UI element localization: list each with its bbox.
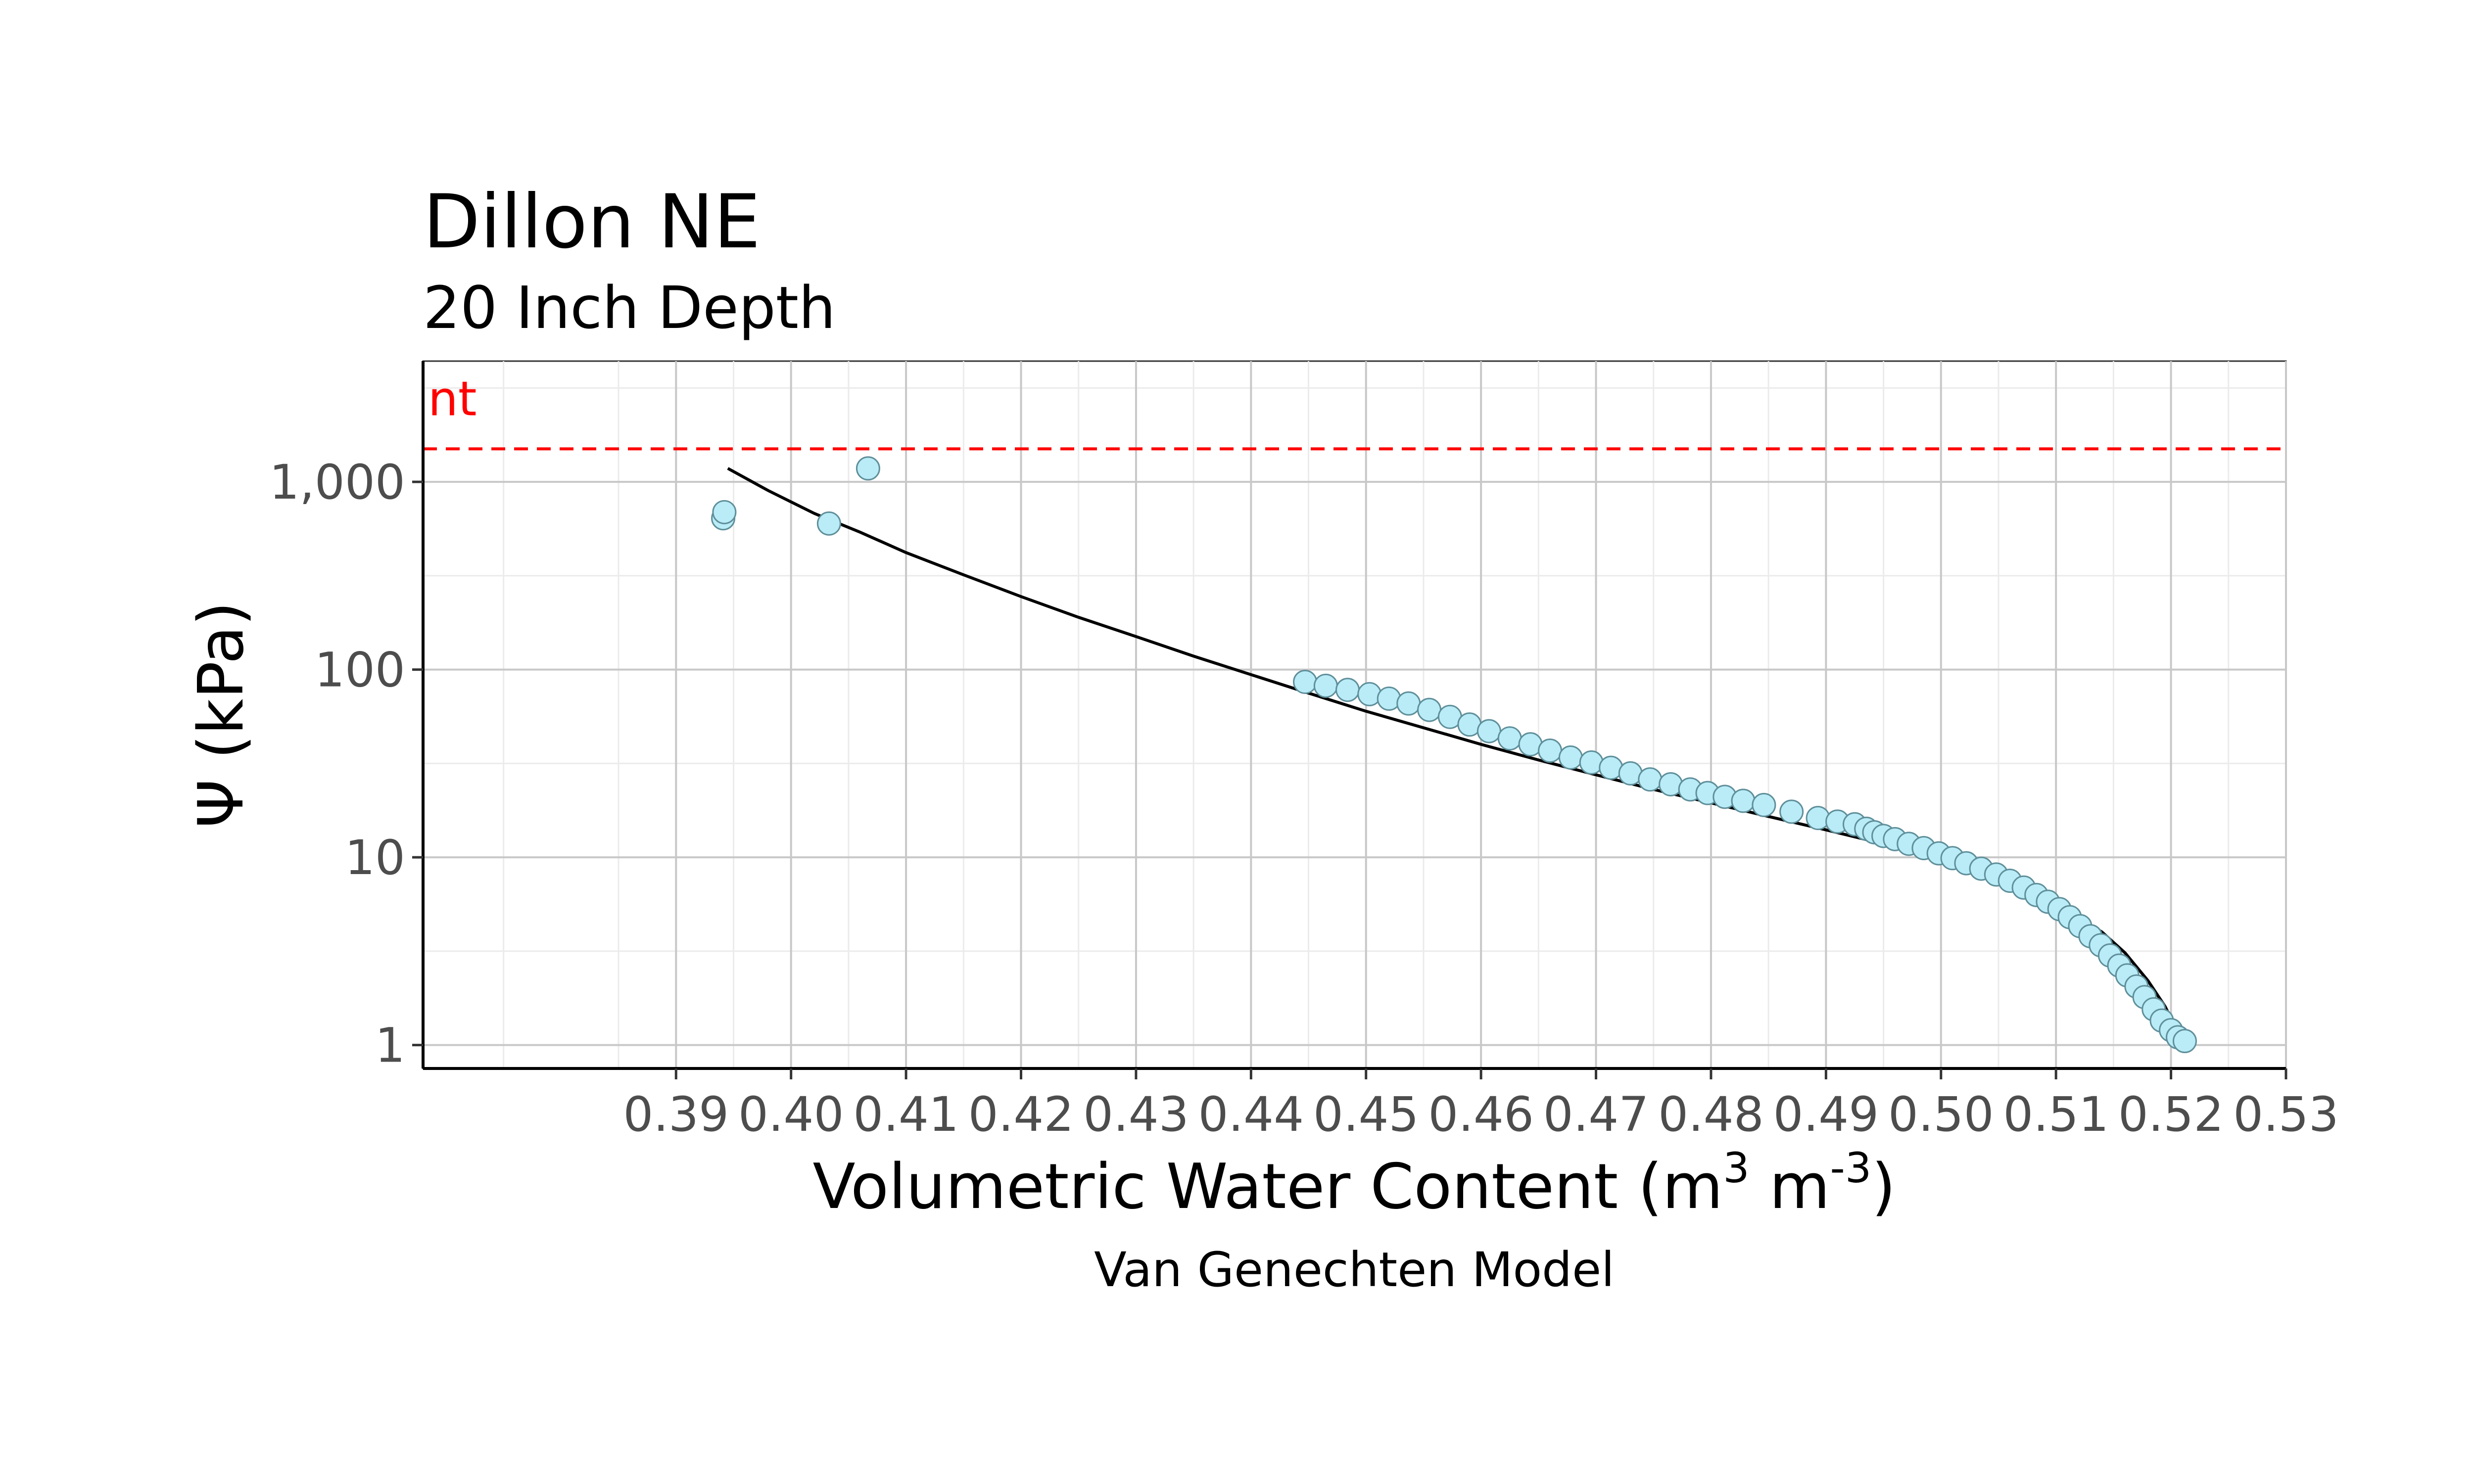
y-tick-label: 1,000: [269, 455, 405, 510]
data-point: [712, 500, 737, 524]
y-tick-label: 1: [375, 1018, 405, 1073]
x-tick-label: 0.49: [1773, 1087, 1879, 1142]
y-tick-label: 10: [345, 830, 405, 885]
data-point: [1417, 697, 1442, 722]
data-point: [1538, 739, 1563, 763]
reference-line-group: nt: [423, 371, 2286, 451]
data-point: [1476, 719, 1501, 743]
x-axis-title-mid: m: [1750, 1150, 1830, 1223]
data-point: [1558, 745, 1583, 770]
data-point: [1638, 767, 1663, 792]
data-point: [1752, 792, 1776, 817]
x-tick-label: 0.42: [968, 1087, 1074, 1142]
plot-panel-border: [422, 360, 2287, 1069]
x-axis-title-main: Volumetric Water Content (m: [813, 1150, 1723, 1223]
data-point: [1293, 670, 1318, 695]
data-point: [1313, 673, 1338, 698]
x-tick-label: 0.52: [2118, 1087, 2224, 1142]
x-tick-label: 0.53: [2233, 1087, 2339, 1142]
x-tick-label: 0.43: [1083, 1087, 1189, 1142]
x-tick-label: 0.48: [1658, 1087, 1764, 1142]
grid-major-x: [675, 361, 2287, 1068]
x-tick-label: 0.47: [1543, 1087, 1649, 1142]
x-tick-label: 0.44: [1198, 1087, 1304, 1142]
data-point: [1497, 726, 1522, 751]
data-point: [816, 511, 841, 536]
data-point: [1779, 799, 1804, 824]
data-points: [711, 456, 2197, 1054]
y-axis-ticks: 1 10 100 1,000: [269, 455, 423, 1073]
x-tick-label: 0.45: [1313, 1087, 1419, 1142]
x-axis-title-sup2: -3: [1830, 1144, 1872, 1192]
x-tick-label: 0.46: [1428, 1087, 1534, 1142]
x-tick-label: 0.40: [738, 1087, 844, 1142]
data-point: [1396, 691, 1421, 716]
x-axis-title-end: ): [1871, 1150, 1896, 1223]
chart-caption: Van Genechten Model: [1094, 1242, 1615, 1298]
y-axis-title: Ψ (kPa): [185, 602, 257, 828]
x-tick-label: 0.41: [853, 1087, 959, 1142]
x-tick-label: 0.50: [1888, 1087, 1994, 1142]
data-point: [2172, 1029, 2197, 1054]
x-axis-title-sup1: 3: [1723, 1144, 1749, 1192]
x-tick-label: 0.51: [2003, 1087, 2109, 1142]
data-point: [856, 456, 880, 481]
chart-title: Dillon NE: [423, 179, 761, 265]
data-point: [1335, 678, 1360, 702]
data-point: [1806, 806, 1830, 831]
x-axis-title: Volumetric Water Content (m3 m-3): [813, 1144, 1896, 1223]
data-point: [1731, 788, 1756, 813]
reference-line-label: nt: [428, 371, 476, 426]
y-tick-label: 100: [315, 643, 405, 698]
grid-minor-y: [423, 387, 2286, 952]
x-axis-ticks: 0.39 0.40 0.41 0.42 0.43 0.44 0.45 0.46 0.47 0.48…: [623, 1068, 2339, 1142]
plot-panel: [422, 360, 2287, 1069]
x-tick-label: 0.39: [623, 1087, 729, 1142]
chart-subtitle: 20 Inch Depth: [423, 274, 836, 342]
